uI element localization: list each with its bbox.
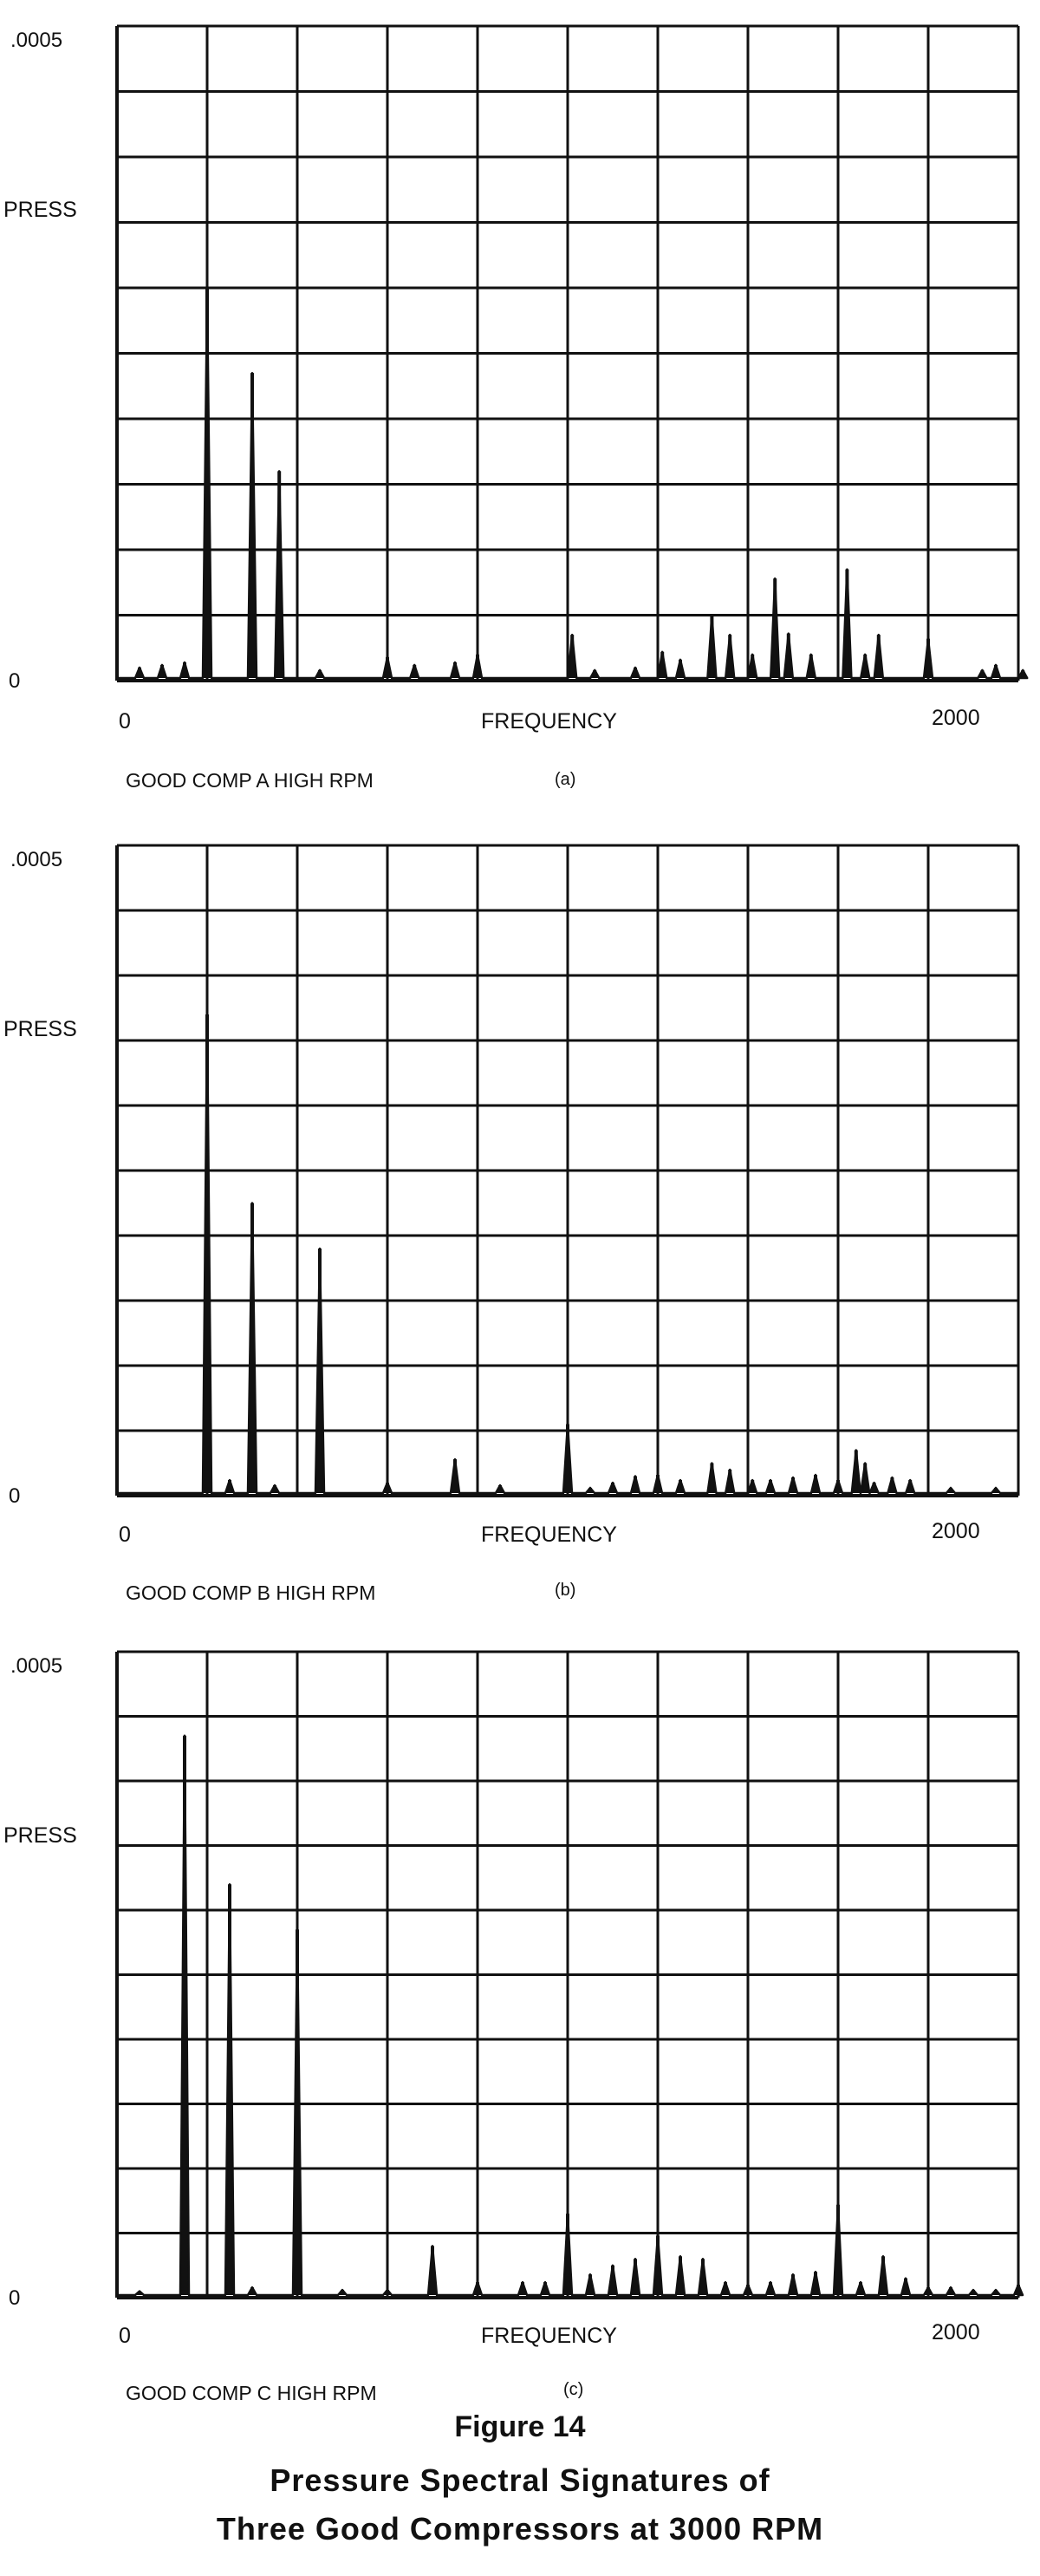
x-tick-label-max: 2000 <box>932 1519 980 1543</box>
chart-legend-text: GOOD COMP A HIGH RPM <box>126 769 374 792</box>
chart-panel-b: .0005 0 PRESS 0 2000 FREQUENCY GOOD COMP B HIG… <box>3 844 1020 1604</box>
spectrum-trace <box>117 1734 1024 2297</box>
y-tick-label-zero: 0 <box>9 1484 20 1508</box>
y-tick-label-max: .0005 <box>10 1654 62 1678</box>
x-axis-label: FREQUENCY <box>481 1523 617 1547</box>
panel-label: (b) <box>555 1581 575 1600</box>
chart-legend-text: GOOD COMP B HIGH RPM <box>126 1581 375 1604</box>
x-tick-label-max: 2000 <box>932 706 980 730</box>
y-tick-label-max: .0005 <box>10 848 62 871</box>
x-axis-label: FREQUENCY <box>481 709 617 734</box>
panel-label: (a) <box>555 770 575 789</box>
x-tick-label-zero: 0 <box>119 1523 131 1547</box>
x-axis-label: FREQUENCY <box>481 2324 617 2348</box>
chart-panel-c: .0005 0 PRESS 0 2000 FREQUENCY GOOD COMP C HIG… <box>3 1650 1024 2404</box>
y-axis-label: PRESS <box>3 1017 77 1041</box>
figure-caption-line-2: Three Good Compressors at 3000 RPM <box>216 2511 824 2547</box>
x-tick-label-zero: 0 <box>119 2324 131 2348</box>
x-tick-label-max: 2000 <box>932 2320 980 2344</box>
y-axis-label: PRESS <box>3 198 77 222</box>
panel-label: (c) <box>563 2380 583 2399</box>
y-tick-label-max: .0005 <box>10 29 62 52</box>
y-tick-label-zero: 0 <box>9 669 20 693</box>
y-axis-label: PRESS <box>3 1823 77 1848</box>
y-tick-label-zero: 0 <box>9 2286 20 2310</box>
figure-number: Figure 14 <box>454 2410 586 2443</box>
chart-legend-text: GOOD COMP C HIGH RPM <box>126 2382 377 2404</box>
chart-panel-a: .0005 0 PRESS 0 2000 FREQUENCY GOOD COMP A HIG… <box>3 24 1029 792</box>
figure-caption-line-1: Pressure Spectral Signatures of <box>270 2462 770 2498</box>
x-tick-label-zero: 0 <box>119 709 131 734</box>
